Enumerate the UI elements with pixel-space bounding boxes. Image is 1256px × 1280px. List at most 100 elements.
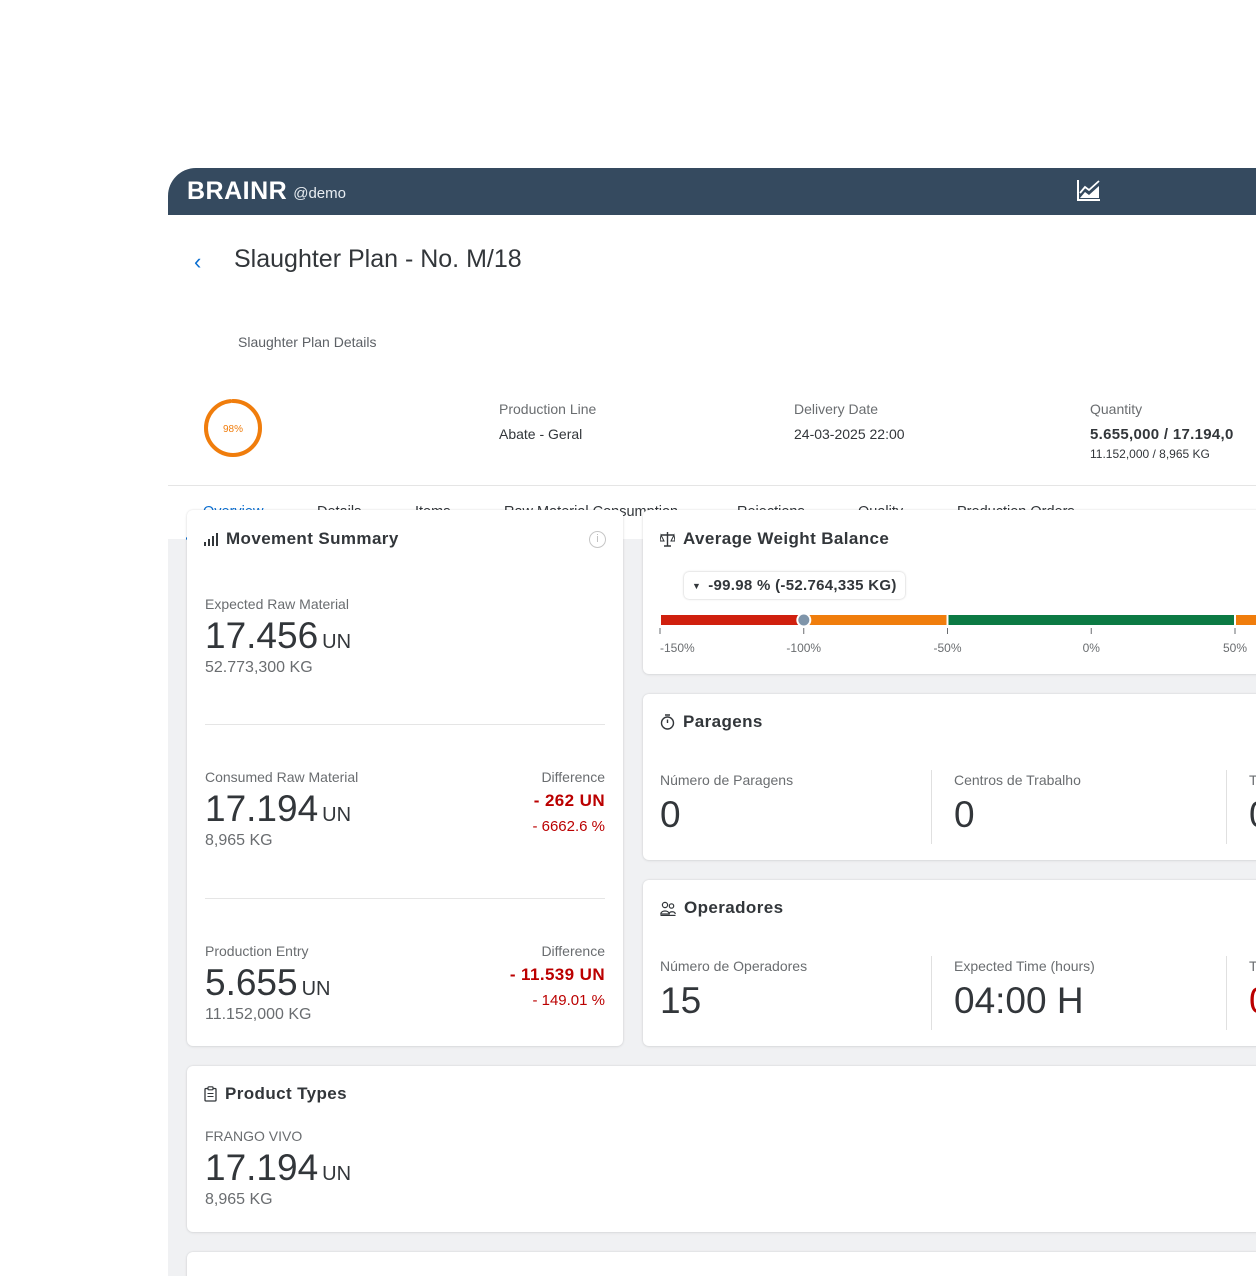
numero-paragens-label: Número de Paragens [660, 772, 794, 788]
product-type-value: 17.194 UN [205, 1147, 352, 1189]
balance-badge: ▼ -99.98 % (-52.764,335 KG) [684, 572, 905, 599]
balance-gauge: -150% -100% -50% 0% 50% [659, 612, 1256, 655]
production-diff-value: - 11.539 UN [509, 965, 605, 984]
bar-chart-icon [204, 532, 218, 546]
shell-bar: BRAINR @demo [168, 168, 1256, 215]
operadores-title: Operadores [660, 898, 783, 918]
gauge-segment-red [661, 615, 803, 625]
divider [931, 956, 932, 1030]
gauge-tick-label: -100% [786, 641, 821, 655]
delivery-date: Delivery Date 24-03-2025 22:00 [794, 401, 905, 442]
balance-badge-text: -99.98 % (-52.764,335 KG) [708, 577, 897, 594]
weight-balance-title: Average Weight Balance [660, 529, 889, 549]
gauge-segment-orange-end [1236, 615, 1256, 625]
object-header: ‹ Slaughter Plan - No. M/18 Slaughter Pl… [168, 215, 1256, 540]
weight-balance-title-text: Average Weight Balance [683, 529, 890, 548]
paragens-third-value: 0 [1249, 794, 1256, 836]
paragens-title-text: Paragens [683, 712, 763, 731]
operadores-third-value: 0 [1249, 980, 1256, 1022]
numero-operadores: Número de Operadores 15 [660, 958, 807, 1022]
product-type-unit: UN [322, 1163, 352, 1185]
production-value: 5.655 UN [205, 962, 331, 1004]
gauge-tick-label: 0% [1083, 641, 1101, 655]
consumed-difference: Difference - 262 UN - 6662.6 % [532, 769, 605, 835]
quantity-value: 5.655,000 / 17.194,0 [1090, 426, 1234, 443]
product-type-item: FRANGO VIVO 17.194 UN 8,965 KG [205, 1128, 351, 1209]
area-chart-icon[interactable] [1076, 178, 1102, 202]
quantity-sub: 11.152,000 / 8,965 KG [1090, 447, 1210, 461]
app-frame: BRAINR @demo ‹ Slaughter Plan - No. M/18… [168, 168, 1256, 1276]
consumed-unit: UN [322, 804, 352, 826]
weight-balance-card: Average Weight Balance ▼ -99.98 % (-52.7… [643, 510, 1256, 674]
movement-summary-title: Movement Summary [204, 529, 399, 549]
expected-number: 17.456 [205, 615, 319, 656]
divider [931, 770, 932, 844]
chevron-left-icon[interactable]: ‹ [194, 249, 202, 274]
centros-trabalho-label: Centros de Trabalho [954, 772, 1081, 788]
movement-summary-title-text: Movement Summary [226, 529, 399, 548]
expected-time-label: Expected Time (hours) [954, 958, 1095, 974]
production-label: Production Entry [205, 943, 309, 959]
numero-paragens: Número de Paragens 0 [660, 772, 793, 836]
gauge-tick-label: -150% [660, 641, 695, 655]
clipboard-icon [204, 1086, 217, 1102]
delivery-date-label: Delivery Date [794, 401, 879, 417]
consumed-label: Consumed Raw Material [205, 769, 359, 785]
numero-operadores-value: 15 [660, 980, 702, 1021]
production-difference: Difference - 11.539 UN - 149.01 % [510, 943, 605, 1009]
divider [1226, 770, 1227, 844]
delivery-date-value: 24-03-2025 22:00 [794, 426, 905, 442]
centros-trabalho: Centros de Trabalho 0 [954, 772, 1081, 836]
production-entry: Production Entry 5.655 UN 11.152,000 KG [205, 943, 330, 1024]
product-types-card: Product Types FRANGO VIVO 17.194 UN 8,965… [187, 1066, 1256, 1232]
people-group-icon [660, 901, 676, 916]
expected-time-value: 04:00 H [954, 980, 1084, 1021]
paragens-title: Paragens [660, 712, 763, 732]
movement-summary-card: Movement Summary i Expected Raw Material… [187, 510, 623, 1046]
page-title: Slaughter Plan - No. M/18 [234, 245, 522, 273]
paragens-card: Paragens Número de Paragens 0 Centros de… [643, 694, 1256, 860]
product-type-sub: 8,965 KG [205, 1190, 273, 1208]
paragens-third-label: T [1249, 772, 1256, 788]
expected-time: Expected Time (hours) 04:00 H [954, 958, 1095, 1022]
progress-ring: 98% [202, 397, 264, 459]
operadores-third: T 0 [1249, 958, 1256, 1022]
tenant-label: @demo [293, 185, 346, 202]
gauge-segment-green [948, 615, 1234, 625]
paragens-third: T 0 [1249, 772, 1256, 836]
expected-label: Expected Raw Material [205, 596, 349, 612]
next-card [187, 1252, 1256, 1276]
numero-paragens-value: 0 [660, 794, 681, 835]
consumed-value: 17.194 UN [205, 788, 358, 830]
gauge-tick-label: 50% [1223, 641, 1247, 655]
production-number: 5.655 [205, 962, 298, 1003]
consumed-diff-label: Difference [541, 769, 605, 785]
expected-raw-material: Expected Raw Material 17.456 UN 52.773,30… [205, 596, 351, 677]
consumed-diff-pct: - 6662.6 % [532, 818, 605, 835]
centros-trabalho-value: 0 [954, 794, 975, 835]
consumed-sub: 8,965 KG [205, 831, 273, 849]
production-line: Production Line Abate - Geral [499, 401, 596, 442]
quantity: Quantity 5.655,000 / 17.194,0 11.152,000… [1090, 401, 1234, 461]
page-subtitle: Slaughter Plan Details [238, 334, 377, 350]
production-diff-label: Difference [541, 943, 605, 959]
expected-unit: UN [322, 631, 352, 653]
product-type-number: 17.194 [205, 1147, 319, 1188]
quantity-label: Quantity [1090, 401, 1143, 417]
progress-label: 98% [223, 424, 243, 435]
consumed-raw-material: Consumed Raw Material 17.194 UN 8,965 KG [205, 769, 358, 850]
gauge-segment-orange [804, 615, 947, 625]
divider [1226, 956, 1227, 1030]
production-unit: UN [301, 978, 331, 1000]
stopwatch-icon [660, 714, 675, 730]
production-diff-pct: - 149.01 % [532, 992, 605, 1009]
divider [205, 724, 605, 725]
production-line-value: Abate - Geral [499, 426, 583, 442]
production-line-label: Production Line [499, 401, 597, 417]
operadores-third-label: T [1249, 958, 1256, 974]
scale-balance-icon [660, 532, 675, 547]
brand-logo[interactable]: BRAINR [187, 177, 288, 205]
operadores-title-text: Operadores [684, 898, 784, 917]
info-icon[interactable]: i [589, 531, 606, 548]
product-types-title: Product Types [204, 1084, 347, 1104]
